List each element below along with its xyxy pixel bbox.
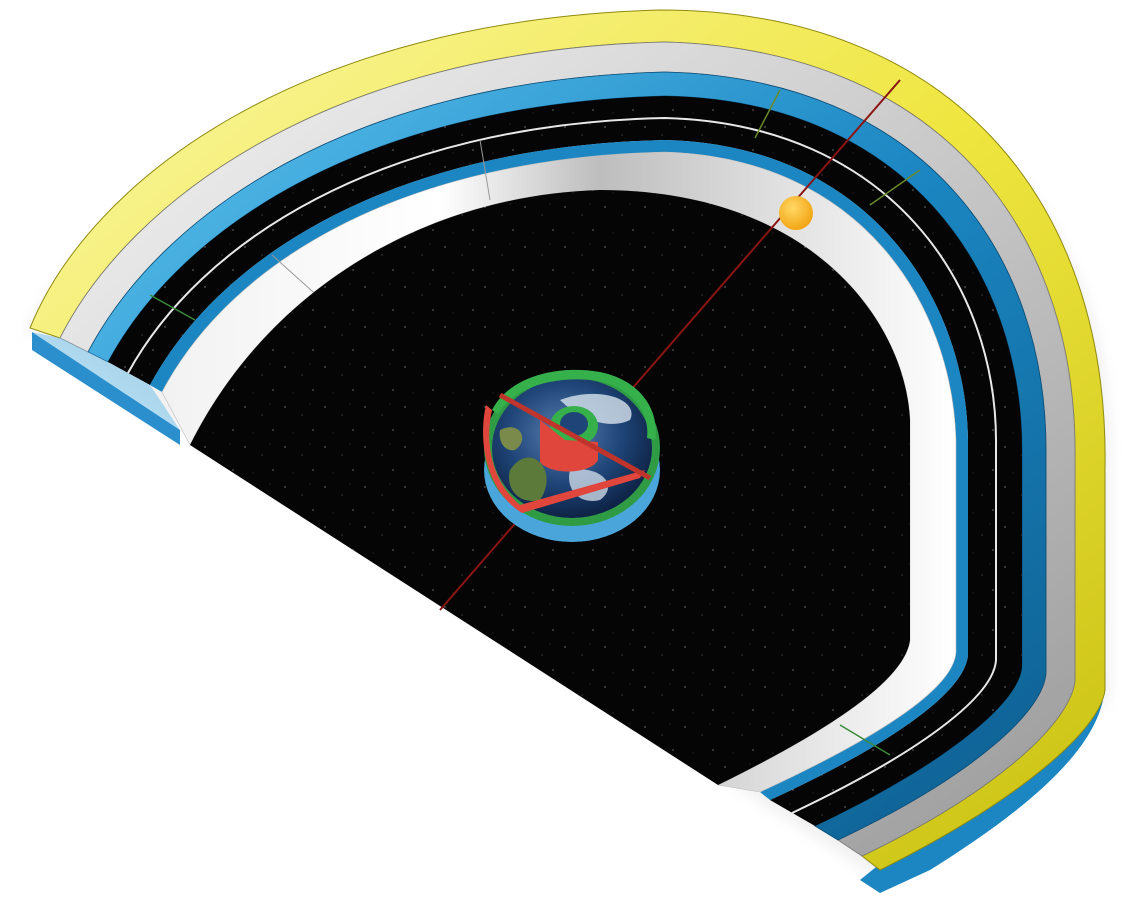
earth-land-2: [499, 427, 523, 451]
earth-model: [483, 369, 660, 542]
earth-divider: [498, 392, 652, 481]
inner-blue-rim: [150, 140, 968, 800]
outer-ring-side: [32, 332, 180, 445]
green-marker-left: [149, 294, 196, 321]
sun-disc: [779, 196, 813, 230]
orbit-track: [108, 96, 1022, 826]
green-marker-bottom: [839, 724, 891, 756]
orbit-line: [127, 116, 998, 814]
earth-land-1: [509, 457, 547, 501]
earth-ring-red: [483, 405, 645, 513]
earth-cloud-1: [560, 393, 632, 424]
wall-seam-top: [479, 139, 491, 201]
inner-red-cylinder: [540, 420, 598, 472]
green-marker-top: [754, 89, 781, 139]
green-marker-right-top: [869, 169, 921, 206]
